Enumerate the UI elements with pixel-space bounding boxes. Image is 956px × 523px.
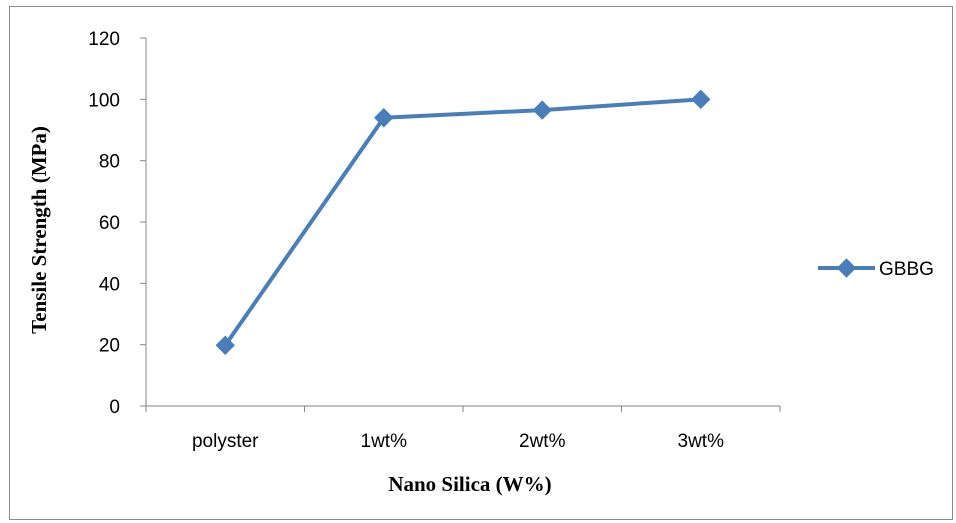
y-tick-label: 100 bbox=[88, 90, 120, 111]
x-tick-label: 1wt% bbox=[361, 431, 408, 452]
series-line bbox=[223, 97, 701, 347]
legend: GBBG bbox=[818, 258, 934, 280]
y-tick-label: 120 bbox=[88, 29, 120, 50]
legend-label: GBBG bbox=[879, 259, 934, 280]
legend-marker bbox=[836, 258, 857, 278]
data-point bbox=[532, 100, 552, 120]
series-layer bbox=[215, 89, 711, 355]
y-tick-label: 40 bbox=[99, 274, 120, 295]
x-tick-label: polyster bbox=[192, 431, 259, 452]
y-tick-label: 0 bbox=[109, 397, 120, 418]
y-tick-label: 80 bbox=[99, 152, 120, 173]
tick-labels: 0 20 40 60 80 100 120 polyster 1wt% 2wt% 3wt% bbox=[88, 29, 724, 452]
y-tick-label: 20 bbox=[99, 336, 120, 357]
y-tick-label: 60 bbox=[99, 213, 120, 234]
x-axis-title: Nano Silica (W%) bbox=[388, 472, 551, 496]
data-point bbox=[215, 335, 235, 355]
x-tick-label: 2wt% bbox=[519, 431, 566, 452]
x-tick-label: 3wt% bbox=[678, 431, 725, 452]
chart-frame bbox=[9, 6, 953, 520]
data-point bbox=[691, 89, 711, 110]
data-point bbox=[374, 108, 394, 128]
axes bbox=[140, 37, 781, 412]
y-axis-title: Tensile Strength (MPa) bbox=[27, 126, 51, 334]
